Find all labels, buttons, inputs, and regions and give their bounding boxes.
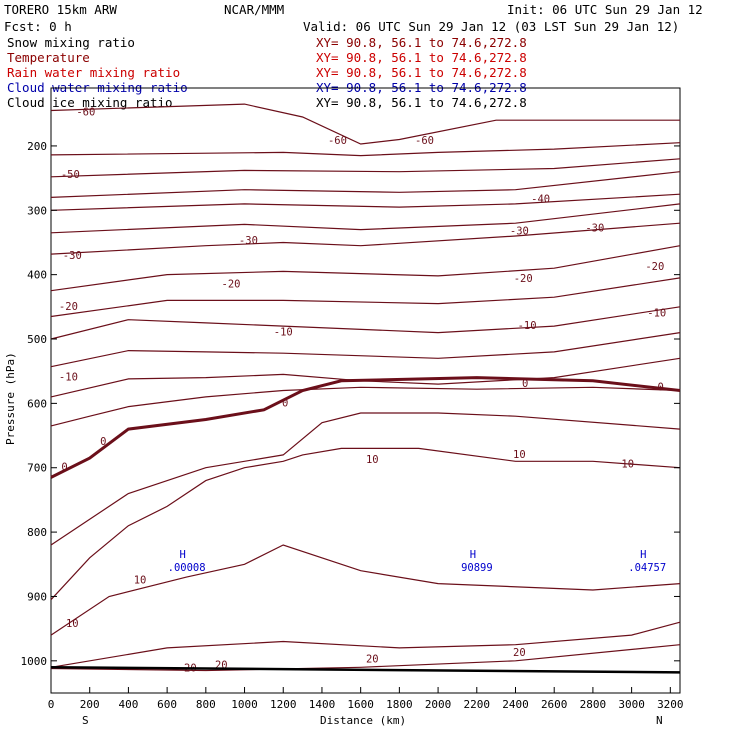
legend-cloud-ice-xy: XY= 90.8, 56.1 to 74.6,272.8 — [316, 95, 527, 110]
maximum-symbol-1: H — [470, 549, 476, 561]
contour-label-25: 10 — [134, 574, 147, 586]
contour-label-27: 20 — [366, 654, 379, 666]
model-title: TORERO 15km ARW — [4, 2, 117, 17]
x-tick-label-3: 600 — [157, 698, 177, 711]
legend-snow-xy: XY= 90.8, 56.1 to 74.6,272.8 — [316, 35, 527, 50]
legend-rain-xy: XY= 90.8, 56.1 to 74.6,272.8 — [316, 65, 527, 80]
legend-rain: Rain water mixing ratio — [7, 65, 180, 80]
x-tick-label-15: 3000 — [618, 698, 645, 711]
contour-label-5: -30 — [239, 235, 258, 247]
x-tick-label-1: 200 — [80, 698, 100, 711]
contour-label-4: -40 — [531, 193, 550, 205]
x-tick-label-7: 1400 — [309, 698, 336, 711]
contour-label-13: -10 — [274, 327, 293, 339]
plot-frame — [51, 88, 680, 693]
y-axis-ticks: 2003004005006007008009001000 — [21, 140, 681, 668]
contour-label-12: -20 — [59, 301, 78, 313]
x-tick-label-12: 2400 — [502, 698, 529, 711]
x-tick-label-13: 2600 — [541, 698, 568, 711]
y-tick-label-6: 800 — [27, 526, 47, 539]
x-tick-label-8: 1600 — [347, 698, 374, 711]
contour-label-19: 0 — [282, 397, 288, 409]
contour-line-2 — [51, 159, 680, 177]
maximum-symbol-2: H — [640, 549, 646, 561]
contour-label-23: 10 — [513, 449, 526, 461]
legend-temperature-xy: XY= 90.8, 56.1 to 74.6,272.8 — [316, 50, 527, 65]
x-tick-label-0: 0 — [48, 698, 55, 711]
x-tick-label-2: 400 — [118, 698, 138, 711]
maximum-value-2: .04757 — [628, 562, 666, 574]
y-tick-label-3: 500 — [27, 333, 47, 346]
maximum-value-1: 90899 — [461, 562, 493, 574]
valid-time: Valid: 06 UTC Sun 29 Jan 12 (03 LST Sun … — [303, 19, 679, 34]
contour-label-2: -60 — [76, 106, 95, 118]
contour-label-17: 0 — [522, 378, 528, 390]
contour-line-16 — [51, 545, 680, 635]
forecast-hour: Fcst: 0 h — [4, 19, 72, 34]
contour-line-9 — [51, 307, 680, 339]
contour-line-13 — [51, 387, 680, 426]
legend-snow: Snow mixing ratio — [7, 35, 135, 50]
x-tick-label-9: 1800 — [386, 698, 413, 711]
y-axis-label: Pressure (hPa) — [4, 352, 17, 445]
y-tick-label-1: 300 — [27, 204, 47, 217]
south-label: S — [82, 714, 89, 727]
x-tick-label-6: 1200 — [270, 698, 297, 711]
contour-line-0 — [51, 104, 680, 144]
contour-label-0: -60 — [328, 135, 347, 147]
x-tick-label-16: 3200 — [657, 698, 684, 711]
contour-label-3: -50 — [61, 169, 80, 181]
contour-label-26: 10 — [66, 618, 79, 630]
contour-label-18: 0 — [657, 381, 663, 393]
contour-label-11: -20 — [645, 261, 664, 273]
contour-label-9: -20 — [222, 278, 241, 290]
center-title: NCAR/MMM — [224, 2, 284, 17]
contour-label-10: -20 — [514, 273, 533, 285]
legend: Snow mixing ratio XY= 90.8, 56.1 to 74.6… — [7, 35, 527, 110]
y-tick-label-4: 600 — [27, 397, 47, 410]
y-tick-label-7: 900 — [27, 590, 47, 603]
contour-label-22: 10 — [366, 454, 379, 466]
contour-line-10 — [51, 333, 680, 367]
x-axis-ticks: 0 200 400 600 800 1000 1200 1400 1600 1800 2000 220… — [48, 687, 684, 711]
cross-section-chart: TORERO 15km ARW NCAR/MMM Init: 06 UTC Su… — [0, 0, 740, 740]
contour-label-24: 10 — [621, 459, 634, 471]
contour-line-14 — [51, 413, 680, 545]
contour-label-20: 0 — [100, 436, 106, 448]
contour-line-8 — [51, 278, 680, 317]
x-tick-label-4: 800 — [196, 698, 216, 711]
contour-label-21: 0 — [61, 462, 67, 474]
contour-line-4 — [51, 194, 680, 210]
north-label: N — [656, 714, 663, 727]
contour-line-11 — [51, 358, 680, 397]
maximum-symbol-0: H — [179, 549, 185, 561]
contour-label-16: -10 — [59, 372, 78, 384]
contour-label-7: -30 — [585, 222, 604, 234]
contour-label-1: -60 — [415, 135, 434, 147]
x-tick-label-5: 1000 — [231, 698, 258, 711]
x-tick-label-14: 2800 — [580, 698, 607, 711]
y-tick-label-2: 400 — [27, 269, 47, 282]
y-tick-label-8: 1000 — [21, 655, 48, 668]
y-tick-label-5: 700 — [27, 462, 47, 475]
contour-line-3 — [51, 172, 680, 198]
contour-label-28: 20 — [513, 647, 526, 659]
x-tick-label-11: 2200 — [464, 698, 491, 711]
contour-label-6: -30 — [510, 226, 529, 238]
contour-label-8: -30 — [63, 250, 82, 262]
x-tick-label-10: 2000 — [425, 698, 452, 711]
contour-label-14: -10 — [518, 320, 537, 332]
contour-line-7 — [51, 246, 680, 291]
contour-label-15: -10 — [647, 307, 666, 319]
init-time: Init: 06 UTC Sun 29 Jan 12 — [507, 2, 703, 17]
legend-temperature: Temperature — [7, 50, 90, 65]
y-tick-label-0: 200 — [27, 140, 47, 153]
contour-line-1 — [51, 143, 680, 156]
x-axis-label: Distance (km) — [320, 714, 406, 727]
maximum-value-0: .00008 — [168, 562, 206, 574]
